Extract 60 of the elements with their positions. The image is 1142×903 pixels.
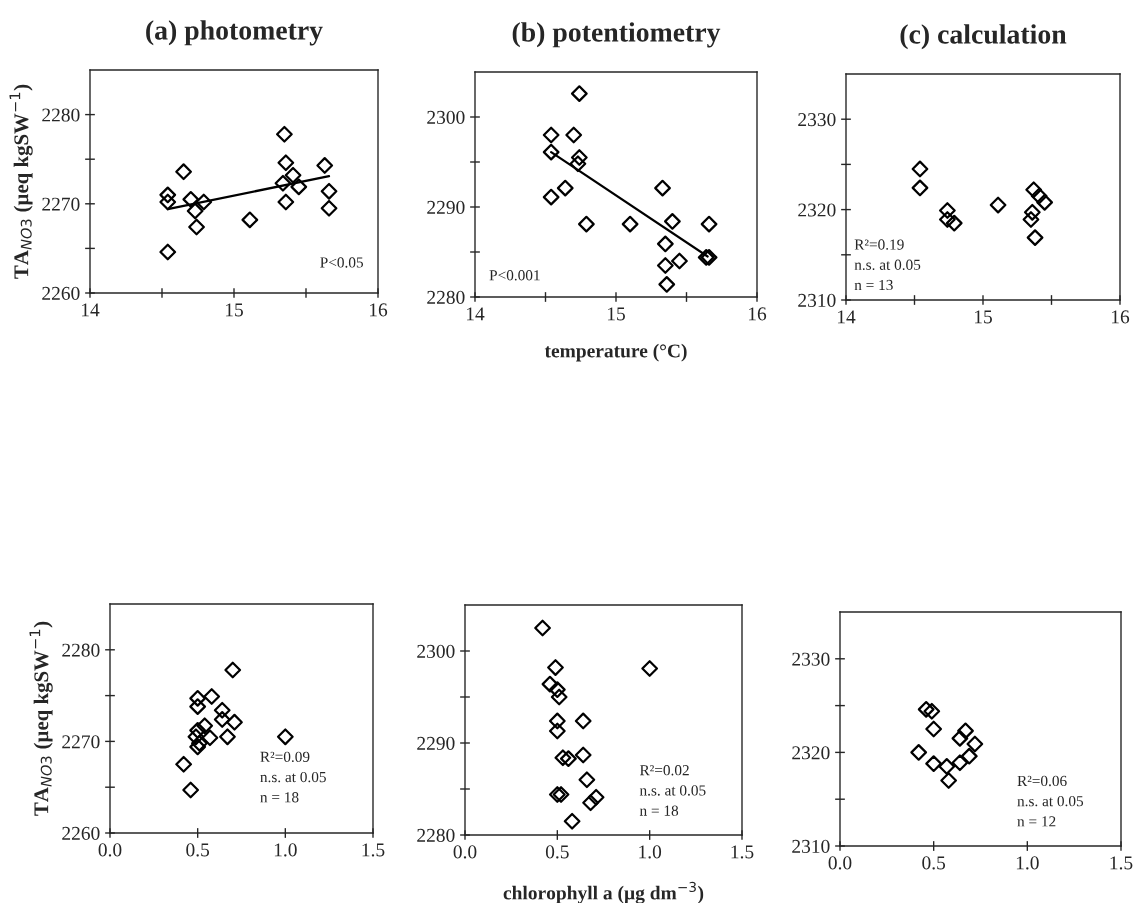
y-tick-label: 2320 [798, 203, 836, 217]
annotation: R²=0.09 [260, 751, 310, 763]
x-axis-title: temperature (°C) [544, 343, 687, 362]
annotation: P<0.05 [320, 257, 363, 268]
x-tick-label: 15 [607, 307, 625, 321]
annotation: n.s. at 0.05 [639, 785, 706, 796]
y-tick-label: 2280 [427, 290, 465, 304]
x-tick-label: 16 [369, 303, 388, 317]
x-axis-title: chlorophyll a (µg dm$^{−3}$) [503, 881, 704, 903]
x-tick-label: 0.5 [922, 856, 946, 870]
x-tick-label: 0.5 [545, 845, 569, 859]
x-tick-label: 16 [748, 307, 767, 321]
x-tick-label: 0.0 [98, 843, 122, 857]
y-tick-label: 2290 [417, 736, 455, 750]
x-tick-label: 1.0 [639, 845, 662, 859]
x-tick-label: 15 [974, 310, 992, 324]
y-axis-title: TA$_{NO3}$ (µeq kgSW$^{−1}$) [29, 621, 53, 816]
x-tick-label: 1.5 [731, 845, 754, 859]
annotation: R²=0.02 [639, 765, 689, 776]
x-tick-label: 14 [466, 307, 485, 321]
annotation: P<0.001 [489, 270, 540, 281]
x-tick-label: 15 [225, 303, 243, 317]
x-tick-label: 0.0 [453, 845, 477, 859]
y-tick-label: 2280 [42, 108, 80, 122]
x-tick-label: 14 [81, 303, 100, 317]
y-tick-label: 2260 [42, 286, 80, 300]
annotation: R²=0.19 [854, 239, 904, 250]
annotation: n = 18 [639, 805, 679, 816]
x-tick-label: 1.0 [274, 843, 297, 857]
y-tick-label: 2310 [792, 839, 830, 853]
annotation: n.s. at 0.05 [260, 771, 326, 783]
y-tick-label: 2270 [42, 197, 80, 211]
chart-title: (a) photometry [146, 20, 323, 46]
y-tick-label: 2260 [62, 826, 100, 840]
y-axis-title: TA$_{NO3}$ (µeq kgSW$^{−1}$) [9, 84, 33, 279]
chart-title: (b) potentiometry [512, 22, 721, 48]
annotation: n.s. at 0.05 [854, 259, 921, 270]
x-tick-label: 1.5 [1110, 856, 1133, 870]
x-tick-label: 16 [1111, 310, 1130, 324]
chart-title: (c) calculation [900, 24, 1067, 50]
x-tick-label: 1.5 [362, 843, 385, 857]
y-tick-label: 2310 [798, 293, 836, 307]
annotation: n = 12 [1017, 816, 1056, 827]
x-tick-label: 0.0 [828, 856, 852, 870]
y-tick-label: 2300 [417, 644, 455, 658]
annotation: n = 13 [854, 279, 893, 291]
x-tick-label: 14 [837, 310, 856, 324]
annotation: n.s. at 0.05 [1017, 795, 1084, 807]
y-tick-label: 2300 [427, 110, 465, 124]
annotation: n = 18 [260, 792, 299, 803]
x-tick-label: 1.0 [1016, 856, 1039, 870]
y-tick-label: 2330 [798, 113, 836, 127]
x-tick-label: 0.5 [186, 843, 210, 857]
annotation: R²=0.06 [1017, 775, 1067, 787]
y-tick-label: 2330 [792, 652, 830, 666]
y-tick-label: 2280 [417, 828, 455, 842]
y-tick-label: 2320 [792, 746, 830, 760]
y-tick-label: 2280 [62, 643, 100, 657]
y-tick-label: 2270 [62, 735, 100, 749]
y-tick-label: 2290 [427, 200, 465, 214]
